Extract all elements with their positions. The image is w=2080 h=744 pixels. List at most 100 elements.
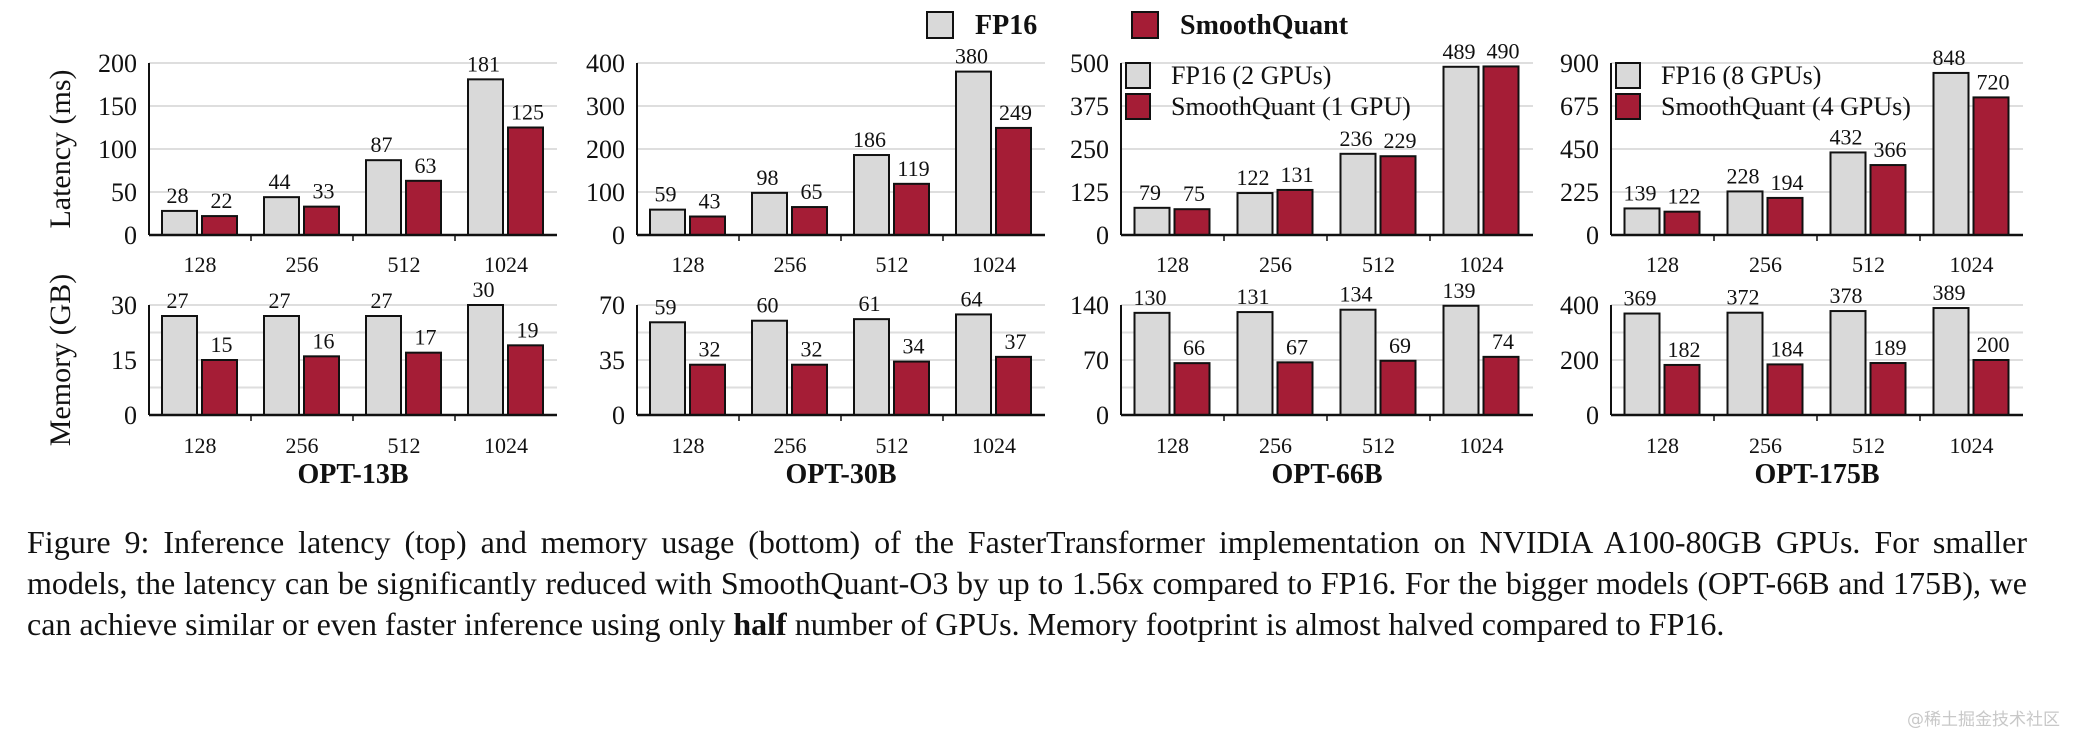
bar-smoothquant — [791, 363, 828, 417]
panel-title: OPT-175B — [1755, 459, 1880, 490]
value-label: 369 — [1624, 286, 1657, 311]
y-tick-label: 50 — [111, 178, 137, 207]
value-label: 489 — [1443, 39, 1476, 64]
legend-label-smoothquant: SmoothQuant — [1180, 10, 1349, 41]
watermark: @稀土掘金技术社区 — [1907, 710, 2060, 730]
bar-fp16 — [263, 196, 300, 237]
bar-smoothquant — [689, 363, 726, 417]
value-label: 79 — [1139, 180, 1161, 205]
value-label: 69 — [1389, 333, 1411, 358]
bar-fp16 — [1442, 65, 1480, 236]
legend-label: FP16 (2 GPUs) — [1171, 61, 1331, 90]
value-label: 15 — [211, 332, 233, 357]
x-tick-label: 256 — [286, 433, 319, 458]
value-label: 134 — [1340, 282, 1373, 307]
value-label: 236 — [1340, 126, 1373, 151]
x-tick-label: 512 — [1362, 433, 1395, 458]
y-tick-label: 0 — [1586, 221, 1599, 250]
bar-smoothquant — [1379, 359, 1417, 416]
y-tick-label: 200 — [98, 49, 137, 78]
bar-fp16 — [955, 313, 992, 416]
bar-fp16 — [1932, 71, 1970, 236]
bar-smoothquant — [1276, 361, 1314, 417]
y-tick-label: 225 — [1560, 178, 1599, 207]
y-tick-label: 15 — [111, 346, 137, 375]
bar-fp16 — [1133, 311, 1171, 417]
bar-smoothquant — [1276, 188, 1314, 237]
bar-smoothquant — [1482, 65, 1520, 236]
value-label: 59 — [655, 294, 677, 319]
x-tick-label: 256 — [1259, 433, 1292, 458]
bar-fp16 — [365, 159, 402, 236]
x-tick-label: 512 — [876, 252, 909, 277]
bar-smoothquant — [507, 126, 544, 236]
value-label: 228 — [1727, 163, 1760, 188]
x-tick-label: 256 — [1749, 433, 1782, 458]
value-label: 249 — [999, 100, 1032, 125]
y-tick-label: 500 — [1070, 49, 1109, 78]
bar-smoothquant — [507, 344, 544, 417]
y-tick-label: 0 — [1096, 401, 1109, 430]
bar-smoothquant — [1869, 164, 1907, 236]
bar-smoothquant — [1379, 155, 1417, 236]
x-tick-label: 128 — [184, 433, 217, 458]
bar-fp16 — [1442, 304, 1480, 416]
value-label: 139 — [1443, 278, 1476, 303]
value-label: 30 — [473, 277, 495, 302]
bar-smoothquant — [1972, 96, 2010, 237]
value-label: 372 — [1727, 285, 1760, 310]
value-label: 63 — [415, 153, 437, 178]
y-tick-label: 375 — [1070, 92, 1109, 121]
value-label: 67 — [1286, 334, 1308, 359]
bar-fp16 — [1829, 151, 1867, 236]
legend-label: FP16 (8 GPUs) — [1661, 61, 1821, 90]
value-label: 131 — [1281, 162, 1314, 187]
y-tick-label: 0 — [124, 401, 137, 430]
value-label: 229 — [1384, 128, 1417, 153]
value-label: 389 — [1933, 280, 1966, 305]
bar-smoothquant — [405, 179, 442, 237]
bar-smoothquant — [1482, 355, 1520, 417]
value-label: 125 — [511, 100, 544, 125]
bar-fp16 — [649, 321, 686, 416]
panel-title: OPT-13B — [298, 459, 409, 490]
bar-fp16 — [467, 78, 504, 236]
figure-caption: Figure 9: Inference latency (top) and me… — [27, 522, 2027, 645]
bar-fp16 — [1726, 190, 1764, 236]
x-tick-label: 1024 — [972, 252, 1016, 277]
value-label: 130 — [1134, 285, 1167, 310]
bar-smoothquant — [893, 182, 930, 236]
value-label: 27 — [371, 288, 393, 313]
bar-smoothquant — [995, 355, 1032, 417]
x-tick-label: 256 — [774, 252, 807, 277]
x-tick-label: 256 — [774, 433, 807, 458]
y-tick-label: 0 — [124, 221, 137, 250]
panel-title: OPT-30B — [786, 459, 897, 490]
value-label: 181 — [467, 51, 500, 76]
bar-smoothquant — [1173, 362, 1211, 416]
bar-smoothquant — [689, 215, 726, 236]
y-tick-label: 0 — [612, 221, 625, 250]
value-label: 182 — [1668, 337, 1701, 362]
bar-fp16 — [1236, 311, 1274, 417]
x-tick-label: 128 — [672, 433, 705, 458]
value-label: 131 — [1237, 284, 1270, 309]
value-label: 66 — [1183, 335, 1205, 360]
legend-label: SmoothQuant (4 GPUs) — [1661, 92, 1911, 121]
x-tick-label: 256 — [1259, 252, 1292, 277]
value-label: 122 — [1237, 165, 1270, 190]
bar-fp16 — [1726, 311, 1764, 417]
value-label: 27 — [167, 288, 189, 313]
x-tick-label: 128 — [1156, 252, 1189, 277]
bar-fp16 — [751, 191, 788, 236]
x-tick-label: 512 — [388, 252, 421, 277]
x-tick-label: 512 — [1362, 252, 1395, 277]
value-label: 720 — [1977, 69, 2010, 94]
y-tick-label: 140 — [1070, 291, 1109, 320]
bar-fp16 — [1932, 307, 1970, 416]
bar-fp16 — [1236, 192, 1274, 236]
value-label: 19 — [517, 317, 539, 342]
bar-smoothquant — [1766, 363, 1804, 416]
legend-swatch-smoothquant — [1125, 93, 1151, 120]
value-label: 119 — [897, 156, 929, 181]
